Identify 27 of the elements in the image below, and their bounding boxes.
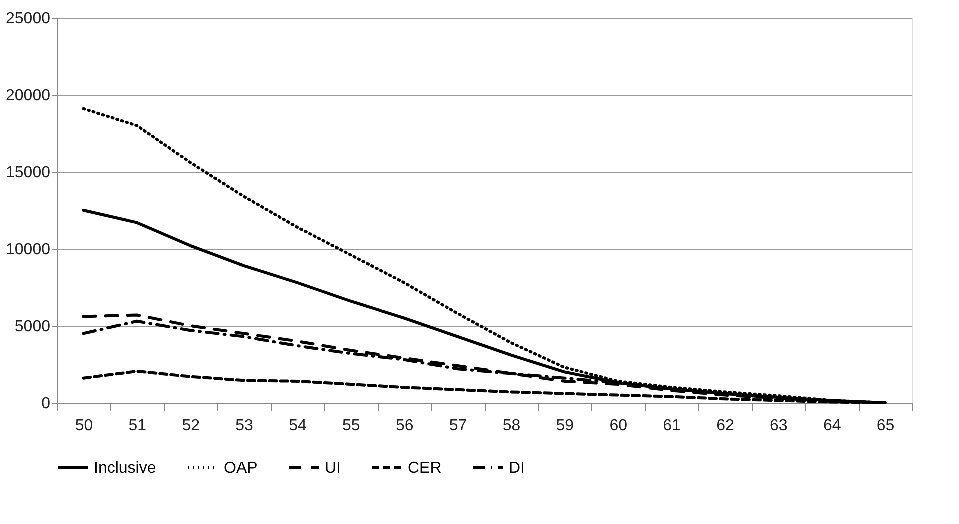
legend-label: OAP <box>224 460 258 477</box>
x-tick-label: 61 <box>663 418 682 434</box>
y-tick-label: 20000 <box>6 88 51 104</box>
x-tick-label: 60 <box>610 418 628 434</box>
x-tick-label: 54 <box>289 418 307 434</box>
x-tick-label: 59 <box>556 418 574 434</box>
x-tick-label: 52 <box>182 418 200 434</box>
y-tick-label: 5000 <box>14 318 51 336</box>
x-tick-label: 50 <box>75 418 94 434</box>
legend-label: UI <box>325 460 341 477</box>
legend-label: CER <box>408 460 442 477</box>
x-tick-label: 51 <box>128 418 147 434</box>
legend-label: Inclusive <box>94 460 156 477</box>
x-tick-label: 65 <box>876 418 895 434</box>
legend-label: DI <box>509 460 525 477</box>
y-tick-label: 0 <box>42 396 51 412</box>
x-tick-label: 56 <box>396 418 414 434</box>
x-tick-label: 64 <box>823 418 842 434</box>
y-tick-label: 15000 <box>6 164 51 182</box>
y-tick-label: 10000 <box>6 242 51 258</box>
y-tick-label: 25000 <box>6 10 51 28</box>
x-tick-label: 53 <box>236 418 254 434</box>
x-tick-label: 63 <box>770 418 788 434</box>
x-tick-label: 62 <box>716 418 734 434</box>
x-tick-label: 58 <box>502 418 521 434</box>
x-tick-label: 57 <box>449 418 468 434</box>
x-tick-label: 55 <box>342 418 360 434</box>
